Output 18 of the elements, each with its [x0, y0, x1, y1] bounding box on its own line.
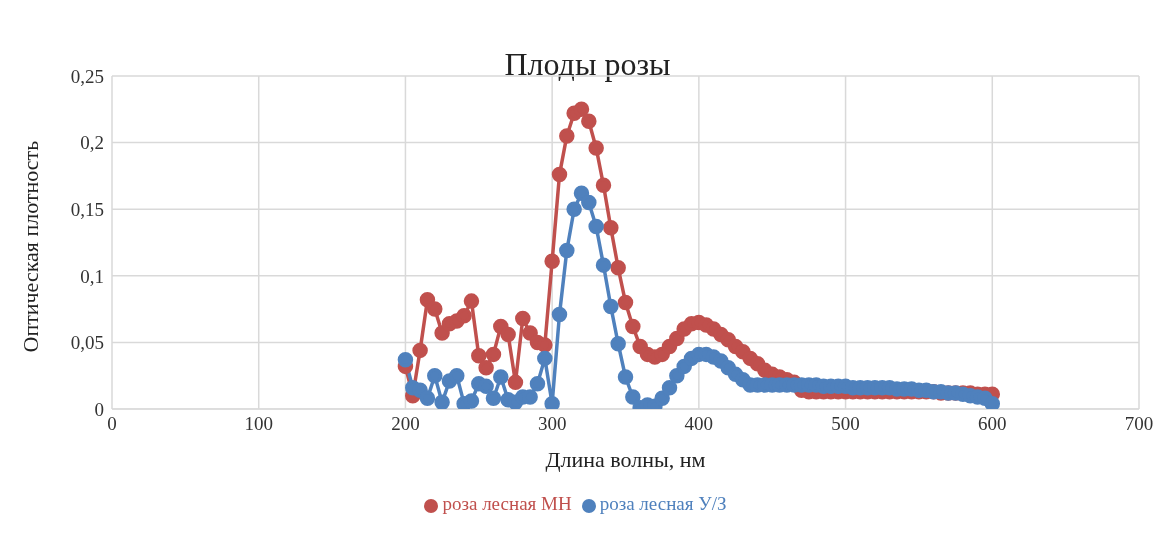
y-tick-label: 0,1	[80, 265, 104, 287]
y-tick-label: 0	[94, 398, 104, 420]
x-tick-label: 100	[244, 413, 273, 435]
y-tick-label: 0,25	[70, 65, 104, 87]
x-tick-label: 600	[978, 413, 1007, 435]
x-tick-label: 400	[684, 413, 714, 435]
x-tick-label: 300	[537, 413, 567, 435]
y-tick-label: 0,15	[70, 198, 104, 220]
legend-label: роза лесная У/З	[599, 493, 727, 514]
chart-title: Плоды розы	[504, 46, 671, 82]
y-tick-label: 0,05	[70, 332, 104, 354]
x-tick-label: 200	[391, 413, 420, 435]
y-axis-title: Оптическая плотность	[17, 140, 43, 353]
x-tick-label: 700	[1124, 413, 1154, 435]
x-tick-label: 500	[831, 413, 860, 435]
legend-label: роза лесная МН	[442, 493, 572, 514]
x-axis-title: Длина волны, нм	[545, 447, 706, 472]
y-tick-label: 0,2	[80, 132, 104, 154]
